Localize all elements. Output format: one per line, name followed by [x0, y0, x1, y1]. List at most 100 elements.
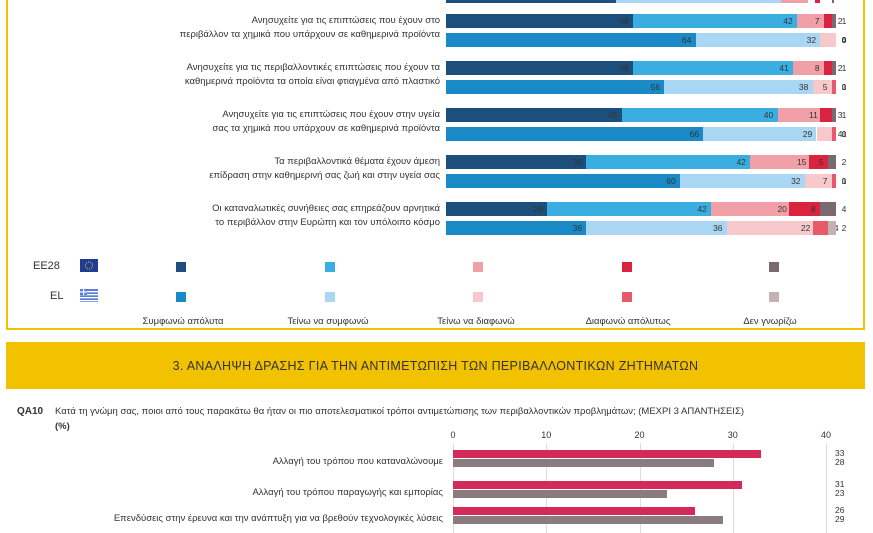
- bar-el: [453, 516, 724, 524]
- row-label: Τα περιβαλλοντικά θέματα έχουν άμεση επίδ…: [209, 156, 440, 181]
- legend-swatch: [325, 262, 335, 272]
- legend-swatch: [769, 292, 779, 302]
- data-label: 8: [814, 63, 820, 73]
- data-label: 29: [802, 129, 813, 139]
- data-label: 41: [779, 63, 789, 73]
- data-label: 4: [833, 223, 839, 233]
- bar-segment: [446, 61, 634, 75]
- bar-segment: [446, 202, 548, 216]
- legend-swatch: [622, 262, 632, 272]
- data-label: 38: [798, 82, 809, 92]
- section-banner: 3. ΑΝΑΛΗΨΗ ΔΡΑΣΗΣ ΓΙΑ ΤΗΝ ΑΝΤΙΜΕΤΩΠΙΣΗ Τ…: [6, 342, 865, 389]
- data-label: 1: [841, 82, 847, 92]
- legend-swatch: [473, 262, 483, 272]
- question-unit: (%): [55, 421, 70, 432]
- bar-segment: [446, 155, 587, 169]
- row-label: Οι καταναλωτικές συνήθειες σας επηρεάζου…: [212, 203, 440, 228]
- legend-label-dont-know: Δεν γνωρίζω: [743, 316, 797, 327]
- data-label: 23: [835, 488, 845, 498]
- bar-segment: [832, 108, 836, 122]
- bar-segment: [832, 80, 836, 94]
- section-banner-title: 3. ΑΝΑΛΗΨΗ ΔΡΑΣΗΣ ΓΙΑ ΤΗΝ ΑΝΤΙΜΕΤΩΠΙΣΗ Τ…: [172, 358, 699, 373]
- data-label: 0: [841, 82, 847, 92]
- data-label: 42: [783, 16, 793, 26]
- data-label: 15: [796, 157, 807, 167]
- legend-label-tend-agree: Τείνω να συμφωνώ: [287, 316, 369, 327]
- bar-ee28: [453, 481, 743, 489]
- bar-segment: [815, 0, 820, 3]
- x-tick-label: 10: [541, 430, 552, 440]
- data-label: 22: [800, 223, 811, 233]
- gridline: [826, 443, 827, 533]
- bar-segment: [547, 202, 712, 216]
- bar-segment: [789, 202, 821, 216]
- data-label: 11: [808, 110, 818, 120]
- data-label: 20: [777, 204, 787, 214]
- data-label: 36: [572, 223, 583, 233]
- bar-ee28: [453, 450, 761, 458]
- data-label: 31: [835, 479, 845, 489]
- data-label: 26: [533, 204, 544, 214]
- bar-el: [453, 490, 668, 498]
- x-tick-label: 40: [820, 430, 831, 440]
- bar-segment: [633, 14, 797, 28]
- x-tick-label: 30: [727, 430, 738, 440]
- bar-segment: [820, 108, 833, 122]
- bar-segment: [703, 127, 817, 141]
- data-label: 4: [837, 129, 843, 139]
- bar-segment: [832, 14, 836, 28]
- bar-el: [453, 459, 715, 467]
- x-tick-label: 20: [634, 430, 645, 440]
- data-label: 1: [841, 176, 847, 186]
- bar-segment: [816, 127, 833, 141]
- data-label: 56: [650, 82, 661, 92]
- data-label: 28: [835, 457, 845, 467]
- bar-segment: [446, 108, 622, 122]
- data-label: 7: [814, 16, 820, 26]
- bar-segment: [777, 108, 821, 122]
- bar-segment: [804, 174, 833, 188]
- bar-segment: [820, 202, 836, 216]
- category-label: Αλλαγή του τρόπου παραγωγής και εμπορίας: [252, 487, 443, 498]
- data-label: 4: [841, 35, 847, 45]
- data-label: 1: [841, 16, 847, 26]
- row-label: Ανησυχείτε για τις περιβαλλοντικές επιπτ…: [184, 62, 440, 87]
- legend-swatch: [176, 292, 186, 302]
- bar-segment: [586, 155, 751, 169]
- legend-swatch: [622, 292, 632, 302]
- data-label: 0: [841, 176, 847, 186]
- category-label: Αλλαγή του τρόπου που καταναλώνουμε: [272, 456, 443, 467]
- bar-segment: [446, 80, 665, 94]
- bar-segment: [750, 155, 809, 169]
- legend-country-el: EL: [50, 290, 64, 302]
- bar-segment: [832, 0, 834, 3]
- bar-segment: [812, 80, 833, 94]
- data-label: 4: [841, 204, 847, 214]
- data-label: 1: [841, 110, 847, 120]
- row-label: Ανησυχείτε για τις επιπτώσεις που έχουν …: [179, 15, 440, 40]
- data-label: 33: [835, 448, 845, 458]
- data-label: 36: [713, 223, 723, 233]
- x-tick-label: 0: [450, 430, 456, 440]
- bar-ee28: [453, 507, 696, 515]
- bar-segment: [446, 0, 616, 3]
- data-label: 0: [841, 35, 847, 45]
- data-label: 66: [689, 129, 700, 139]
- eu-flag-icon: [80, 259, 98, 272]
- legend-swatch: [325, 292, 335, 302]
- legend-label-disagree-totally: Διαφωνώ απόλυτως: [585, 316, 671, 327]
- bar-segment: [824, 61, 833, 75]
- data-label: 42: [736, 157, 746, 167]
- data-label: 32: [806, 35, 817, 45]
- bar-segment: [680, 174, 805, 188]
- category-label: Επενδύσεις στην έρευνα και την ανάπτυξη …: [113, 513, 443, 524]
- data-label: 64: [681, 35, 692, 45]
- data-label: 2: [837, 16, 843, 26]
- data-label: 2: [841, 157, 847, 167]
- data-label: 2: [841, 223, 847, 233]
- legend-swatch: [176, 262, 186, 272]
- legend-label-tend-disagree: Τείνω να διαφωνώ: [437, 316, 515, 327]
- data-label: 1: [841, 63, 847, 73]
- bar-segment: [828, 155, 836, 169]
- bar-segment: [446, 33, 696, 47]
